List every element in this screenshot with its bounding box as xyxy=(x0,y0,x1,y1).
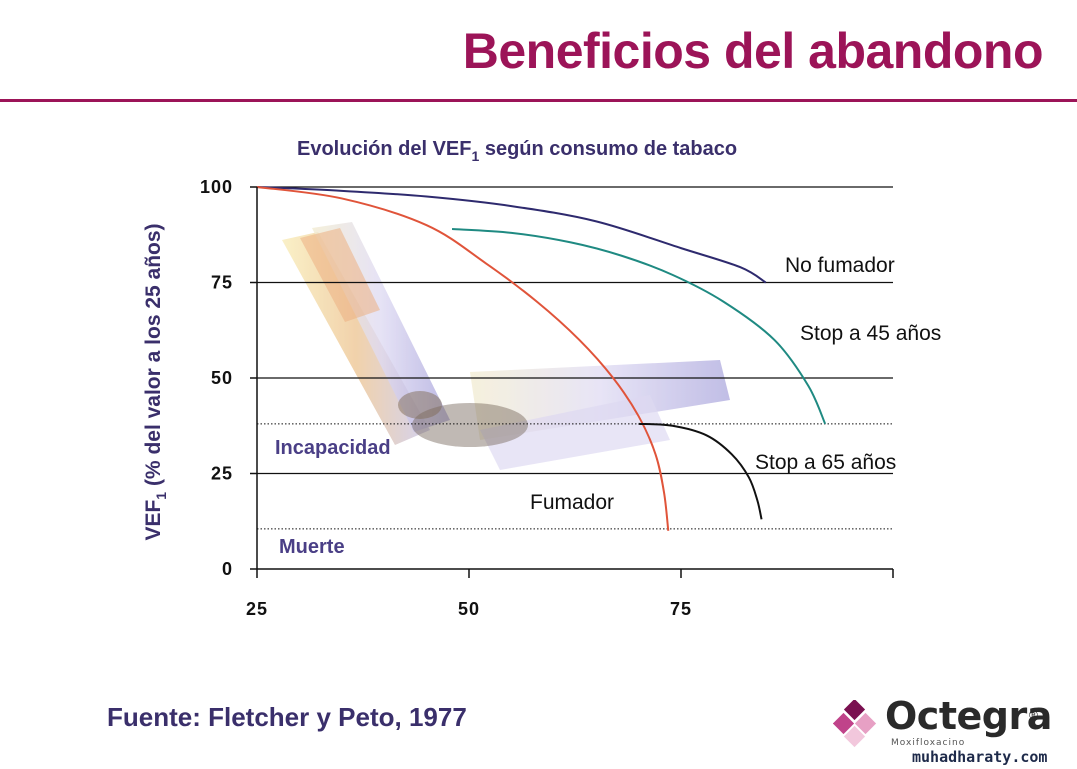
series-line-2 xyxy=(256,186,670,531)
chart-title-main: Evolución del VEF xyxy=(297,138,471,160)
logo-wordmark: Octegra xyxy=(885,694,1052,738)
chart-title: Evolución del VEF1 según consumo de taba… xyxy=(297,138,737,164)
y-tick-label-75: 75 xyxy=(211,273,233,293)
y-tick-label-50: 50 xyxy=(211,368,233,388)
series-label-fumador: Fumador xyxy=(530,491,614,514)
slide-title: Beneficios del abandono xyxy=(462,23,1044,79)
diamond-cluster-icon xyxy=(833,700,877,748)
y-tick-label-25: 25 xyxy=(211,464,233,484)
y-tick-label-100: 100 xyxy=(200,177,233,197)
y-axis-label: VEF1 (% del valor a los 25 años) xyxy=(142,223,169,540)
series-line-3 xyxy=(638,422,763,520)
title-divider xyxy=(0,99,1077,102)
y-axis-label-rest: (% del valor a los 25 años) xyxy=(142,223,165,491)
series-label-no-fumador: No fumador xyxy=(785,254,895,277)
y-tick-label-0: 0 xyxy=(222,559,233,579)
series-line-0 xyxy=(256,186,767,284)
series-label-stop-45: Stop a 45 años xyxy=(800,322,941,345)
logo-registered-mark: ® xyxy=(1029,708,1038,722)
logo-subtitle: Moxifloxacino xyxy=(891,738,966,748)
y-axis-label-subscript: 1 xyxy=(153,492,169,500)
threshold-label-incapacidad: Incapacidad xyxy=(275,437,391,459)
threshold-label-muerte: Muerte xyxy=(279,536,345,558)
series-line-1 xyxy=(451,228,827,425)
cigarette-illustration xyxy=(282,222,730,470)
plot-area: 0 25 50 75 100 25 50 75 xyxy=(200,177,894,619)
x-tick-label-25: 25 xyxy=(246,599,268,619)
source-citation: Fuente: Fletcher y Peto, 1977 xyxy=(107,702,467,732)
x-tick-label-75: 75 xyxy=(670,599,692,619)
watermark: muhadharaty.com xyxy=(912,748,1048,766)
chart-title-rest: según consumo de tabaco xyxy=(479,138,737,160)
chart-title-subscript: 1 xyxy=(471,148,479,164)
series-label-stop-65: Stop a 65 años xyxy=(755,451,896,474)
octegra-logo: Octegra ® Moxifloxacino xyxy=(833,694,1053,750)
x-tick-label-50: 50 xyxy=(458,599,480,619)
y-axis-label-main: VEF xyxy=(142,500,165,541)
